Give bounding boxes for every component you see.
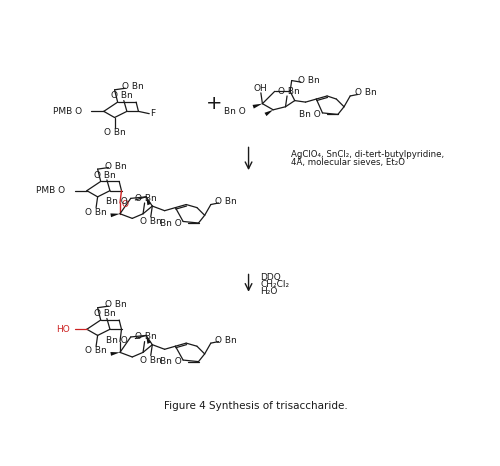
Text: O Bn: O Bn <box>298 76 320 85</box>
Text: 4Å, molecular sieves, Et₂O: 4Å, molecular sieves, Et₂O <box>291 157 405 167</box>
Text: O Bn: O Bn <box>354 89 376 97</box>
Text: Bn O: Bn O <box>106 336 128 344</box>
Text: Bn O: Bn O <box>160 219 182 227</box>
Text: O Bn: O Bn <box>136 332 157 342</box>
Text: HO: HO <box>56 325 70 334</box>
Text: AgClO₄, SnCl₂, di-tert-butylpyridine,: AgClO₄, SnCl₂, di-tert-butylpyridine, <box>291 150 444 159</box>
Text: PMB O: PMB O <box>36 186 66 195</box>
Text: O Bn: O Bn <box>216 197 237 206</box>
Polygon shape <box>110 213 120 217</box>
Text: O Bn: O Bn <box>94 309 116 318</box>
Text: Figure 4 Synthesis of trisaccharide.: Figure 4 Synthesis of trisaccharide. <box>164 401 348 411</box>
Text: O Bn: O Bn <box>85 208 107 217</box>
Text: O: O <box>121 200 128 209</box>
Text: OH: OH <box>254 84 268 93</box>
Text: O Bn: O Bn <box>140 356 162 364</box>
Text: O Bn: O Bn <box>105 300 127 309</box>
Text: O Bn: O Bn <box>140 217 162 226</box>
Polygon shape <box>110 352 120 356</box>
Text: +: + <box>206 94 222 113</box>
Text: O Bn: O Bn <box>94 171 116 180</box>
Text: O Bn: O Bn <box>104 129 126 137</box>
Text: O Bn: O Bn <box>278 87 299 96</box>
Text: Bn O: Bn O <box>106 197 128 206</box>
Text: O Bn: O Bn <box>85 346 107 356</box>
Polygon shape <box>252 103 262 109</box>
Text: Bn O: Bn O <box>299 110 321 119</box>
Text: H₂O: H₂O <box>260 287 278 296</box>
Polygon shape <box>146 336 151 344</box>
Text: O Bn: O Bn <box>122 82 144 91</box>
Text: Bn O: Bn O <box>224 107 246 116</box>
Polygon shape <box>146 197 151 205</box>
Text: Bn O: Bn O <box>160 357 182 366</box>
Text: DDQ: DDQ <box>260 273 281 282</box>
Text: F: F <box>150 109 156 118</box>
Text: O Bn: O Bn <box>216 336 237 344</box>
Polygon shape <box>264 110 273 116</box>
Text: PMB O: PMB O <box>53 107 82 116</box>
Text: O Bn: O Bn <box>136 194 157 203</box>
Text: CH₂Cl₂: CH₂Cl₂ <box>260 280 289 289</box>
Text: O Bn: O Bn <box>105 162 127 171</box>
Text: O Bn: O Bn <box>112 91 133 101</box>
